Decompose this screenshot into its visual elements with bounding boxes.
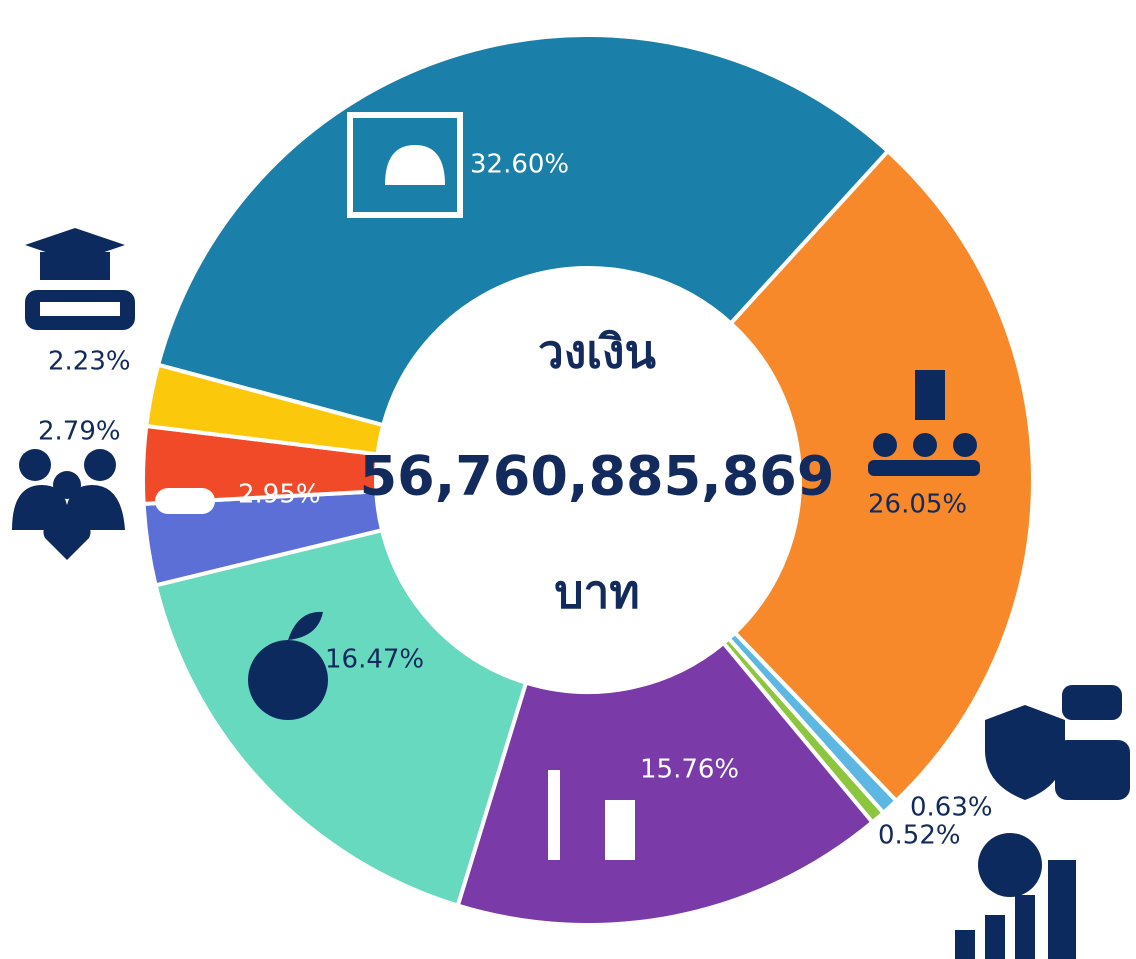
finance-icon <box>955 833 1076 959</box>
slice <box>144 362 386 457</box>
family-icon <box>12 449 125 560</box>
center-caption: วงเงิน <box>538 325 656 379</box>
slice <box>455 640 876 927</box>
value-label: 26.05% <box>868 490 967 520</box>
icons <box>12 228 1130 959</box>
crane-icon <box>548 770 560 860</box>
orange-icon <box>868 370 980 476</box>
value-label: 32.60% <box>470 150 569 180</box>
tower-icon <box>605 800 635 860</box>
slice <box>155 33 891 428</box>
earth-icon <box>248 611 328 720</box>
health-icon <box>155 488 215 514</box>
slice <box>153 527 529 909</box>
education-icon <box>25 228 135 330</box>
building-icon <box>385 145 445 185</box>
value-label: 2.95% <box>238 480 321 510</box>
value-label: 0.52% <box>878 821 961 851</box>
slice <box>728 148 1035 804</box>
security-icon <box>985 685 1130 800</box>
value-label: 15.76% <box>640 755 739 785</box>
community-icon <box>347 112 463 218</box>
value-label: 0.63% <box>910 793 993 823</box>
donut <box>141 33 1035 927</box>
value-label: 16.47% <box>325 645 424 675</box>
center-unit: บาท <box>554 565 639 619</box>
center-total: 56,760,885,869 <box>360 445 835 508</box>
value-label: 2.23% <box>48 347 131 377</box>
value-label: 2.79% <box>38 417 121 447</box>
segment-icons <box>155 112 635 860</box>
